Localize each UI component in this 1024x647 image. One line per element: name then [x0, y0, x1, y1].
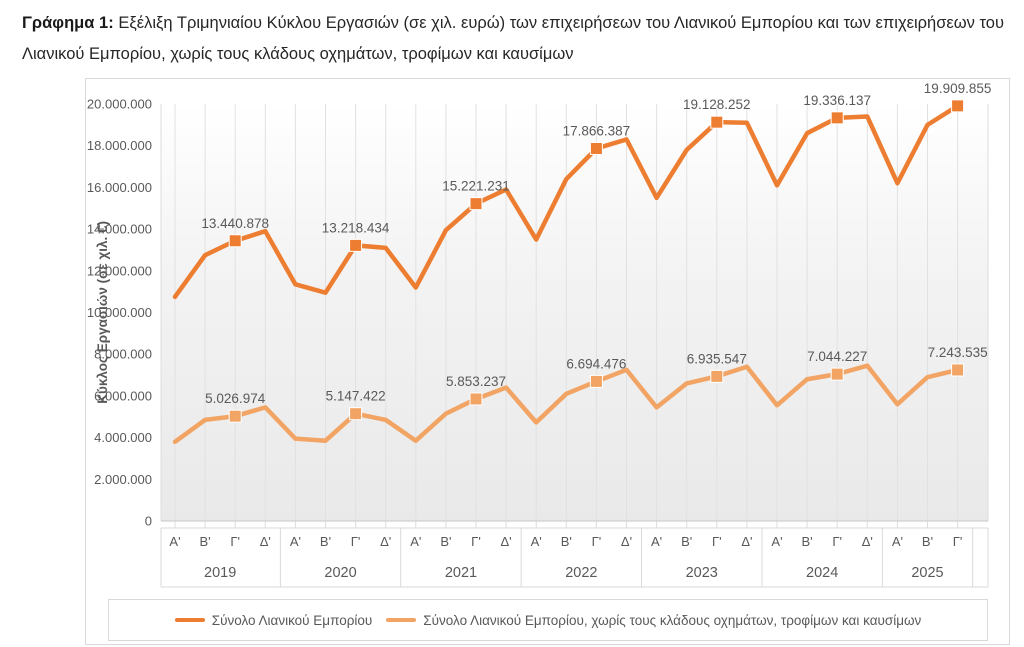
plot-area: 0 2.000.000 4.000.000 6.000.000 8.000.000 10.…: [87, 81, 992, 588]
svg-text:6.000.000: 6.000.000: [94, 388, 152, 403]
svg-text:Γ': Γ': [471, 534, 481, 549]
svg-text:2.000.000: 2.000.000: [94, 472, 152, 487]
svg-text:Δ': Δ': [862, 534, 873, 549]
svg-text:12.000.000: 12.000.000: [87, 263, 152, 278]
svg-text:Γ': Γ': [712, 534, 722, 549]
svg-text:Γ': Γ': [953, 534, 963, 549]
data-point-marker: [228, 409, 242, 423]
svg-text:Β': Β': [922, 534, 933, 549]
svg-text:Γ': Γ': [351, 534, 361, 549]
chart-title-prefix: Γράφημα 1:: [22, 14, 119, 32]
data-point-label: 19.128.252: [683, 97, 751, 112]
svg-text:8.000.000: 8.000.000: [94, 347, 152, 362]
x-axis: [160, 520, 989, 588]
svg-text:Α': Α': [410, 534, 421, 549]
legend-swatch-excl: [386, 618, 417, 622]
svg-text:Δ': Δ': [741, 534, 752, 549]
data-point-label: 19.909.855: [924, 81, 992, 96]
data-point-marker: [469, 197, 483, 211]
svg-text:Α': Α': [531, 534, 542, 549]
series-line-excl: 5.026.974 5.147.422 5.853.237 6.694.476 6.93…: [172, 345, 988, 445]
data-point-marker: [349, 238, 363, 252]
svg-text:Β': Β': [802, 534, 813, 549]
data-point-marker: [710, 369, 724, 383]
chart-container: Κύκλος Εργασιών (σε χιλ. €) 0 2.000.000 4.…: [85, 78, 1010, 645]
svg-text:Β': Β': [440, 534, 451, 549]
svg-text:2025: 2025: [911, 565, 943, 581]
data-point-marker: [589, 374, 603, 388]
data-point-marker: [228, 234, 242, 248]
y-axis-tick-labels: 0 2.000.000 4.000.000 6.000.000 8.000.000 10.…: [87, 97, 152, 529]
svg-text:Γ': Γ': [592, 534, 602, 549]
data-point-label: 5.147.422: [326, 389, 386, 404]
svg-text:2024: 2024: [806, 565, 838, 581]
legend-label-excl: Σύνολο Λιανικού Εμπορίου, χωρίς τους κλά…: [423, 612, 922, 628]
svg-text:18.000.000: 18.000.000: [87, 138, 152, 153]
chart-title-text: Εξέλιξη Τριμηνιαίου Κύκλου Εργασιών (σε …: [22, 14, 1004, 63]
svg-text:Β': Β': [561, 534, 572, 549]
data-point-label: 13.440.878: [201, 216, 269, 231]
data-point-label: 19.336.137: [803, 93, 871, 108]
data-point-label: 7.044.227: [807, 349, 867, 364]
svg-text:Δ': Δ': [380, 534, 391, 549]
svg-text:Β': Β': [200, 534, 211, 549]
svg-text:Β': Β': [681, 534, 692, 549]
plot-background: [161, 104, 988, 521]
data-point-label: 15.221.231: [442, 179, 510, 194]
vertical-gridlines: [160, 104, 989, 521]
data-point-label: 6.935.547: [687, 351, 747, 366]
svg-text:20.000.000: 20.000.000: [87, 97, 152, 112]
svg-text:Δ': Δ': [260, 534, 271, 549]
svg-text:Α': Α': [651, 534, 662, 549]
data-point-label: 13.218.434: [322, 220, 390, 235]
svg-text:2019: 2019: [204, 565, 236, 581]
svg-text:Δ': Δ': [501, 534, 512, 549]
data-point-marker: [830, 367, 844, 381]
svg-text:Α': Α': [771, 534, 782, 549]
svg-text:2023: 2023: [686, 565, 718, 581]
data-point-label: 17.866.387: [563, 123, 631, 138]
svg-text:Α': Α': [290, 534, 301, 549]
data-point-marker: [469, 392, 483, 406]
svg-text:Α': Α': [892, 534, 903, 549]
chart-title: Γράφημα 1: Εξέλιξη Τριμηνιαίου Κύκλου Ερ…: [22, 8, 1004, 70]
data-point-label: 5.026.974: [205, 391, 266, 406]
data-point-marker: [951, 363, 965, 377]
chart-legend: Σύνολο Λιανικού Εμπορίου Σύνολο Λιανικού…: [108, 599, 988, 641]
legend-swatch-total: [174, 618, 205, 622]
data-point-marker: [710, 115, 724, 129]
data-point-label: 5.853.237: [446, 374, 506, 389]
svg-text:2022: 2022: [565, 565, 597, 581]
svg-text:Α': Α': [169, 534, 180, 549]
x-axis-year-labels: 2019 2020 2021 2022 2023 2024 2025: [204, 565, 944, 581]
svg-text:Δ': Δ': [621, 534, 632, 549]
svg-text:16.000.000: 16.000.000: [87, 180, 152, 195]
legend-item-total: Σύνολο Λιανικού Εμπορίου: [174, 612, 373, 628]
svg-text:10.000.000: 10.000.000: [87, 305, 152, 320]
svg-text:Γ': Γ': [230, 534, 240, 549]
svg-text:2020: 2020: [324, 565, 356, 581]
svg-text:2021: 2021: [445, 565, 477, 581]
legend-label-total: Σύνολο Λιανικού Εμπορίου: [211, 612, 373, 628]
data-point-marker: [830, 111, 844, 125]
svg-text:Γ': Γ': [832, 534, 842, 549]
data-point-marker: [589, 141, 603, 155]
data-point-marker: [349, 407, 363, 421]
svg-text:Β': Β': [320, 534, 331, 549]
legend-item-excl-vehicles-food-fuel: Σύνολο Λιανικού Εμπορίου, χωρίς τους κλά…: [386, 613, 921, 628]
series-line-total: 13.440.878 13.218.434 15.221.231 17.866.387…: [172, 81, 992, 300]
data-point-marker: [951, 99, 965, 113]
svg-text:14.000.000: 14.000.000: [87, 222, 152, 237]
svg-text:0: 0: [145, 514, 152, 529]
svg-text:4.000.000: 4.000.000: [94, 430, 152, 445]
data-point-label: 6.694.476: [566, 356, 626, 371]
data-point-label: 7.243.535: [928, 345, 988, 360]
x-axis-quarter-labels: Α' Β' Γ' Δ' Α' Β' Γ' Δ' Α' Β' Γ' Δ' Α' Β' Γ' Δ' Α' Β' Γ' Δ'…: [169, 534, 962, 549]
